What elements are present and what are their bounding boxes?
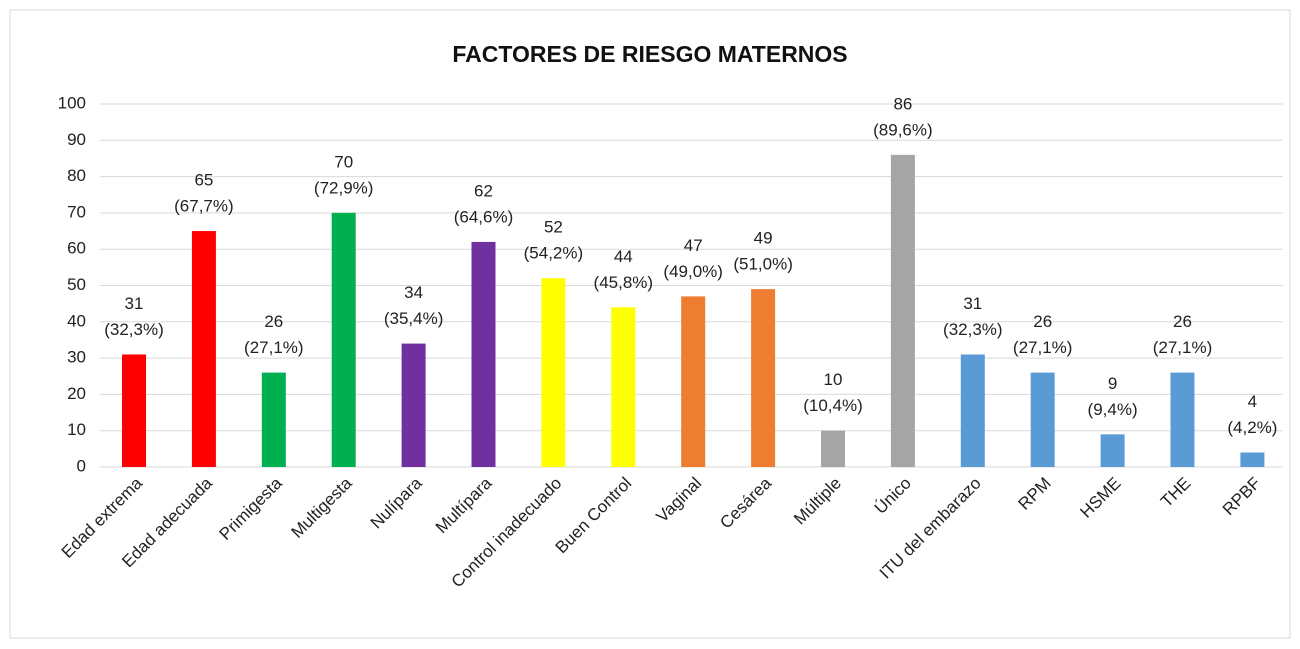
bar — [681, 296, 706, 467]
value-label: 86 — [893, 94, 912, 113]
value-label: 47 — [684, 236, 703, 255]
chart-frame — [9, 9, 1291, 639]
y-tick-label: 20 — [67, 384, 86, 403]
percent-label: (27,1%) — [1153, 338, 1213, 357]
bar — [401, 343, 426, 467]
bar — [751, 289, 776, 467]
value-label: 31 — [125, 294, 144, 313]
y-tick-label: 70 — [67, 202, 86, 221]
y-tick-label: 40 — [67, 311, 86, 330]
value-label: 26 — [1033, 312, 1052, 331]
value-label: 44 — [614, 247, 633, 266]
value-label: 70 — [334, 152, 353, 171]
y-tick-label: 80 — [67, 166, 86, 185]
percent-label: (32,3%) — [943, 320, 1003, 339]
percent-label: (10,4%) — [803, 396, 863, 415]
bar — [1030, 372, 1055, 467]
percent-label: (72,9%) — [314, 178, 374, 197]
bar — [471, 241, 496, 467]
y-tick-label: 100 — [58, 93, 86, 112]
value-label: 52 — [544, 218, 563, 237]
value-label: 31 — [963, 294, 982, 313]
percent-label: (35,4%) — [384, 309, 444, 328]
bar — [1170, 372, 1195, 467]
bar — [122, 354, 146, 467]
bar — [890, 154, 915, 467]
value-label: 4 — [1248, 392, 1257, 411]
bar — [191, 231, 216, 467]
percent-label: (27,1%) — [1013, 338, 1073, 357]
percent-label: (45,8%) — [594, 273, 654, 292]
value-label: 9 — [1108, 374, 1117, 393]
bar — [1240, 452, 1265, 467]
bar — [331, 212, 356, 467]
value-label: 10 — [824, 370, 843, 389]
value-label: 26 — [1173, 312, 1192, 331]
bar — [960, 354, 985, 467]
value-label: 65 — [194, 171, 213, 190]
value-label: 34 — [404, 283, 423, 302]
percent-label: (9,4%) — [1088, 400, 1138, 419]
chart-title: FACTORES DE RIESGO MATERNOS — [452, 41, 847, 67]
bar — [611, 307, 636, 467]
percent-label: (27,1%) — [244, 338, 304, 357]
percent-label: (67,7%) — [174, 197, 234, 216]
y-tick-label: 90 — [67, 130, 86, 149]
percent-label: (4,2%) — [1227, 418, 1277, 437]
percent-label: (32,3%) — [104, 320, 164, 339]
value-label: 26 — [264, 312, 283, 331]
percent-label: (89,6%) — [873, 120, 933, 139]
y-tick-label: 10 — [67, 420, 86, 439]
value-label: 49 — [754, 229, 773, 248]
bar — [1100, 434, 1125, 467]
percent-label: (64,6%) — [454, 207, 514, 226]
bar — [821, 430, 845, 467]
value-label: 62 — [474, 181, 493, 200]
y-tick-label: 60 — [67, 239, 86, 258]
y-tick-label: 50 — [67, 275, 86, 294]
percent-label: (49,0%) — [663, 262, 723, 281]
percent-label: (54,2%) — [524, 244, 584, 263]
percent-label: (51,0%) — [733, 255, 793, 274]
y-tick-label: 0 — [77, 456, 86, 475]
y-tick-label: 30 — [67, 348, 86, 367]
bar — [261, 372, 286, 467]
bar — [541, 278, 566, 467]
